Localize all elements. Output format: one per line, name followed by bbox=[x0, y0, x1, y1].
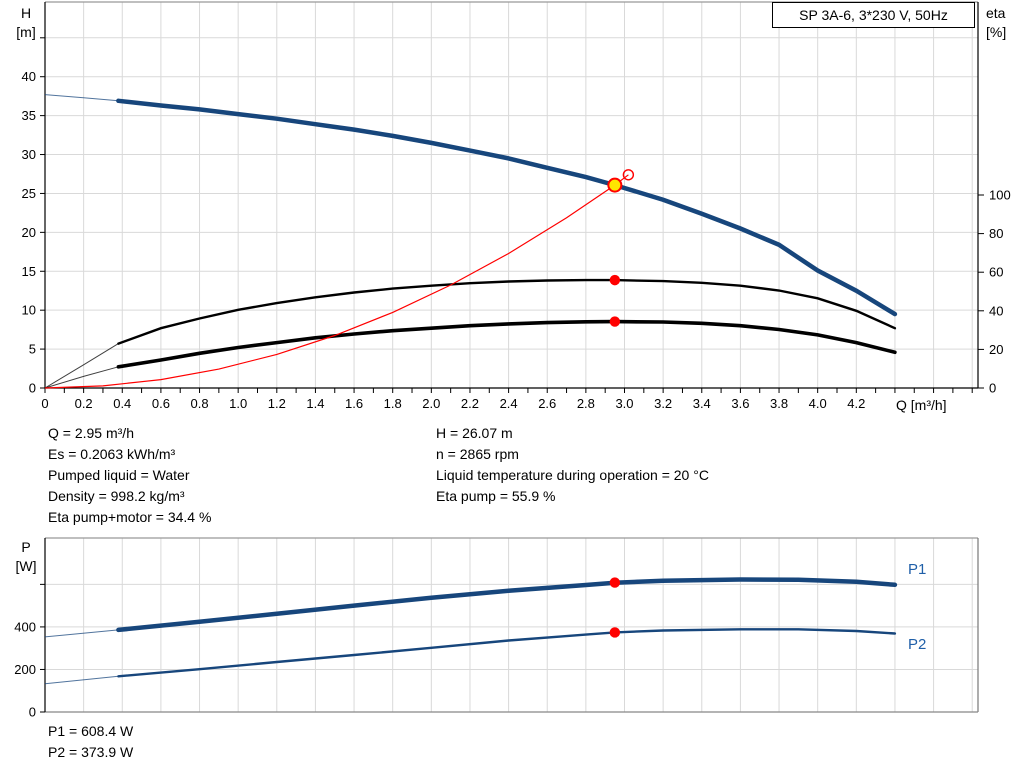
tick-label: 0.6 bbox=[152, 396, 170, 411]
tick-label: 2.4 bbox=[500, 396, 518, 411]
tick-label: 0.4 bbox=[113, 396, 131, 411]
p-axis-label: P [W] bbox=[8, 538, 44, 576]
tick-label: 20 bbox=[22, 225, 36, 240]
tick-label: 20 bbox=[989, 342, 1003, 357]
p1-power-curve-lead bbox=[44, 629, 119, 638]
tick-label: 40 bbox=[989, 303, 1003, 318]
tick-label: 3.4 bbox=[693, 396, 711, 411]
tick-label: 10 bbox=[22, 303, 36, 318]
tick-label: 40 bbox=[22, 69, 36, 84]
tick-label: 3.0 bbox=[615, 396, 633, 411]
info-head: H = 26.07 m bbox=[436, 425, 513, 441]
system-resistance-curve bbox=[44, 174, 629, 389]
info-specific-energy: Es = 0.2063 kWh/m³ bbox=[48, 446, 176, 462]
p2-power-curve bbox=[117, 628, 897, 678]
tick-label: 5 bbox=[29, 342, 36, 357]
tick-label: 60 bbox=[989, 265, 1003, 280]
requested-duty-point-marker bbox=[622, 169, 635, 181]
h-axis-unit: [m] bbox=[16, 24, 36, 40]
tick-label: 0.8 bbox=[190, 396, 208, 411]
q-axis-label: Q [m³/h] bbox=[896, 397, 947, 413]
p2-value: P2 = 373.9 W bbox=[48, 744, 134, 760]
h-axis-label: H [m] bbox=[8, 4, 44, 42]
tick-label: 80 bbox=[989, 226, 1003, 241]
p1-value: P1 = 608.4 W bbox=[48, 723, 134, 739]
pump-hq-curve bbox=[116, 98, 898, 317]
tick-label: 4.2 bbox=[847, 396, 865, 411]
tick-label: 2.8 bbox=[577, 396, 595, 411]
hq-eta-chart: 0 0.2 0.4 0.6 0.8 1.0 1.2 1.4 1.6 1.8 2.0 2.2 2.4 2.6… bbox=[22, 1, 1011, 411]
tick-label: 3.8 bbox=[770, 396, 788, 411]
eta-pump-motor-curve bbox=[116, 319, 897, 369]
info-speed: n = 2865 rpm bbox=[436, 446, 519, 462]
eta-axis-symbol: eta bbox=[986, 5, 1006, 21]
tick-label: 1.4 bbox=[306, 396, 324, 411]
duty-point-marker bbox=[607, 177, 623, 193]
tick-label: 3.6 bbox=[731, 396, 749, 411]
eta-pump-point-marker bbox=[609, 274, 621, 286]
tick-label: 0 bbox=[989, 381, 996, 396]
tick-label: 1.0 bbox=[229, 396, 247, 411]
p-axis-symbol: P bbox=[21, 539, 31, 555]
duty-info-right: H = 26.07 m n = 2865 rpm Liquid temperat… bbox=[436, 423, 709, 507]
duty-info-left: Q = 2.95 m³/h Es = 0.2063 kWh/m³ Pumped … bbox=[48, 423, 211, 528]
tick-label: 2.6 bbox=[538, 396, 556, 411]
tick-label: 30 bbox=[22, 147, 36, 162]
info-density: Density = 998.2 kg/m³ bbox=[48, 488, 185, 504]
tick-label: 200 bbox=[14, 662, 36, 677]
tick-label: 0 bbox=[29, 381, 36, 396]
info-liquid-temperature: Liquid temperature during operation = 20… bbox=[436, 467, 709, 483]
p2-curve-label: P2 bbox=[908, 636, 927, 653]
p2-power-curve-lead bbox=[44, 675, 119, 685]
tick-label: 400 bbox=[14, 619, 36, 634]
eta-axis-label: eta [%] bbox=[986, 4, 1022, 42]
p1-curve-label: P1 bbox=[908, 561, 927, 578]
tick-label: 2.0 bbox=[422, 396, 440, 411]
tick-label: 0 bbox=[29, 705, 36, 720]
tick-label: 15 bbox=[22, 264, 36, 279]
tick-label: 1.6 bbox=[345, 396, 363, 411]
tick-label: 3.2 bbox=[654, 396, 672, 411]
p1-point-marker bbox=[609, 577, 621, 588]
tick-label: 1.8 bbox=[384, 396, 402, 411]
p-axis-unit: [W] bbox=[15, 558, 37, 574]
eta-pump-curve-lead bbox=[44, 343, 119, 389]
power-chart: 0 200 400 bbox=[14, 537, 979, 720]
tick-label: 0.2 bbox=[75, 396, 93, 411]
pump-model-title: SP 3A-6, 3*230 V, 50Hz bbox=[772, 2, 975, 28]
tick-label: 1.2 bbox=[268, 396, 286, 411]
tick-label: 25 bbox=[22, 186, 36, 201]
tick-label: 4.0 bbox=[809, 396, 827, 411]
h-axis-symbol: H bbox=[20, 5, 32, 21]
info-eta-pump: Eta pump = 55.9 % bbox=[436, 488, 556, 504]
tick-label: 2.2 bbox=[461, 396, 479, 411]
tick-label: 100 bbox=[989, 188, 1011, 203]
eta-pump-motor-point-marker bbox=[609, 316, 621, 327]
tick-label: 35 bbox=[22, 108, 36, 123]
power-values: P1 = 608.4 W P2 = 373.9 W bbox=[48, 721, 133, 763]
pump-hq-curve-lead bbox=[44, 94, 119, 102]
eta-axis-unit: [%] bbox=[986, 24, 1007, 40]
info-eta-pump-motor: Eta pump+motor = 34.4 % bbox=[48, 509, 212, 525]
eta-pump-motor-curve-lead bbox=[44, 366, 119, 389]
p2-point-marker bbox=[609, 627, 621, 638]
info-flow: Q = 2.95 m³/h bbox=[48, 425, 134, 441]
info-pumped-liquid: Pumped liquid = Water bbox=[48, 467, 190, 483]
tick-label: 0 bbox=[41, 396, 48, 411]
eta-pump-curve bbox=[117, 278, 897, 345]
p1-power-curve bbox=[116, 577, 898, 633]
